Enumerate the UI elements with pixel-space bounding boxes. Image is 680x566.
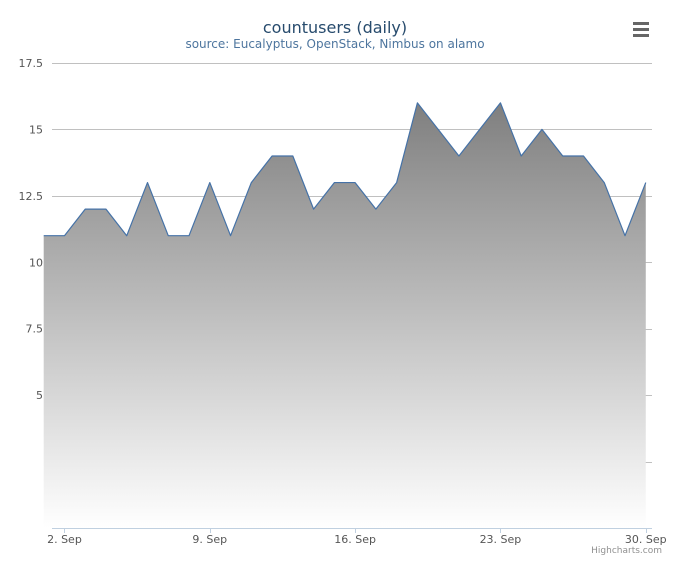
data-point[interactable] (82, 206, 88, 212)
data-point[interactable] (228, 233, 234, 239)
data-point[interactable] (145, 180, 151, 186)
data-point[interactable] (394, 180, 400, 186)
data-point[interactable] (207, 180, 213, 186)
data-point[interactable] (497, 100, 503, 106)
data-point[interactable] (643, 180, 649, 186)
data-point[interactable] (269, 153, 275, 159)
data-point[interactable] (456, 153, 462, 159)
data-point[interactable] (290, 153, 296, 159)
data-point[interactable] (580, 153, 586, 159)
data-point[interactable] (539, 126, 545, 132)
hamburger-menu-icon[interactable] (628, 16, 654, 42)
y-tick-label: 15 (29, 123, 43, 136)
data-point[interactable] (41, 233, 47, 239)
data-point[interactable] (414, 100, 420, 106)
data-point[interactable] (352, 180, 358, 186)
tick-labels: 5 7.5 10 12.5 15 17.5 2. Sep 9. Sep 16. Sep 23. S… (19, 57, 667, 546)
x-tick-label: 23. Sep (480, 533, 522, 546)
data-point[interactable] (373, 206, 379, 212)
data-point[interactable] (311, 206, 317, 212)
data-point[interactable] (165, 233, 171, 239)
chart-title: countusers (daily) (263, 18, 407, 37)
x-tick-label: 2. Sep (47, 533, 82, 546)
chart-subtitle: source: Eucalyptus, OpenStack, Nimbus on… (185, 37, 484, 51)
y-tick-label: 10 (29, 256, 43, 269)
x-tick-label: 30. Sep (625, 533, 667, 546)
y-tick-label: 17.5 (19, 57, 44, 70)
y-tick-label: 12.5 (19, 190, 44, 203)
axes (52, 528, 652, 533)
data-point[interactable] (560, 153, 566, 159)
series-line (43, 102, 647, 237)
area-fill (43, 102, 646, 529)
data-point[interactable] (331, 180, 337, 186)
y-tick-label: 5 (36, 389, 43, 402)
data-point[interactable] (622, 233, 628, 239)
data-point[interactable] (477, 126, 483, 132)
data-point[interactable] (518, 153, 524, 159)
x-tick-label: 16. Sep (334, 533, 376, 546)
data-point[interactable] (248, 180, 254, 186)
x-tick-label: 9. Sep (192, 533, 227, 546)
data-point[interactable] (61, 233, 67, 239)
data-point[interactable] (601, 180, 607, 186)
data-point[interactable] (124, 233, 130, 239)
data-point[interactable] (435, 126, 441, 132)
series-area (41, 100, 649, 529)
data-point[interactable] (186, 233, 192, 239)
data-point[interactable] (103, 206, 109, 212)
y-tick-label: 7.5 (26, 323, 44, 336)
highcharts-credit[interactable]: Highcharts.com (591, 546, 662, 556)
